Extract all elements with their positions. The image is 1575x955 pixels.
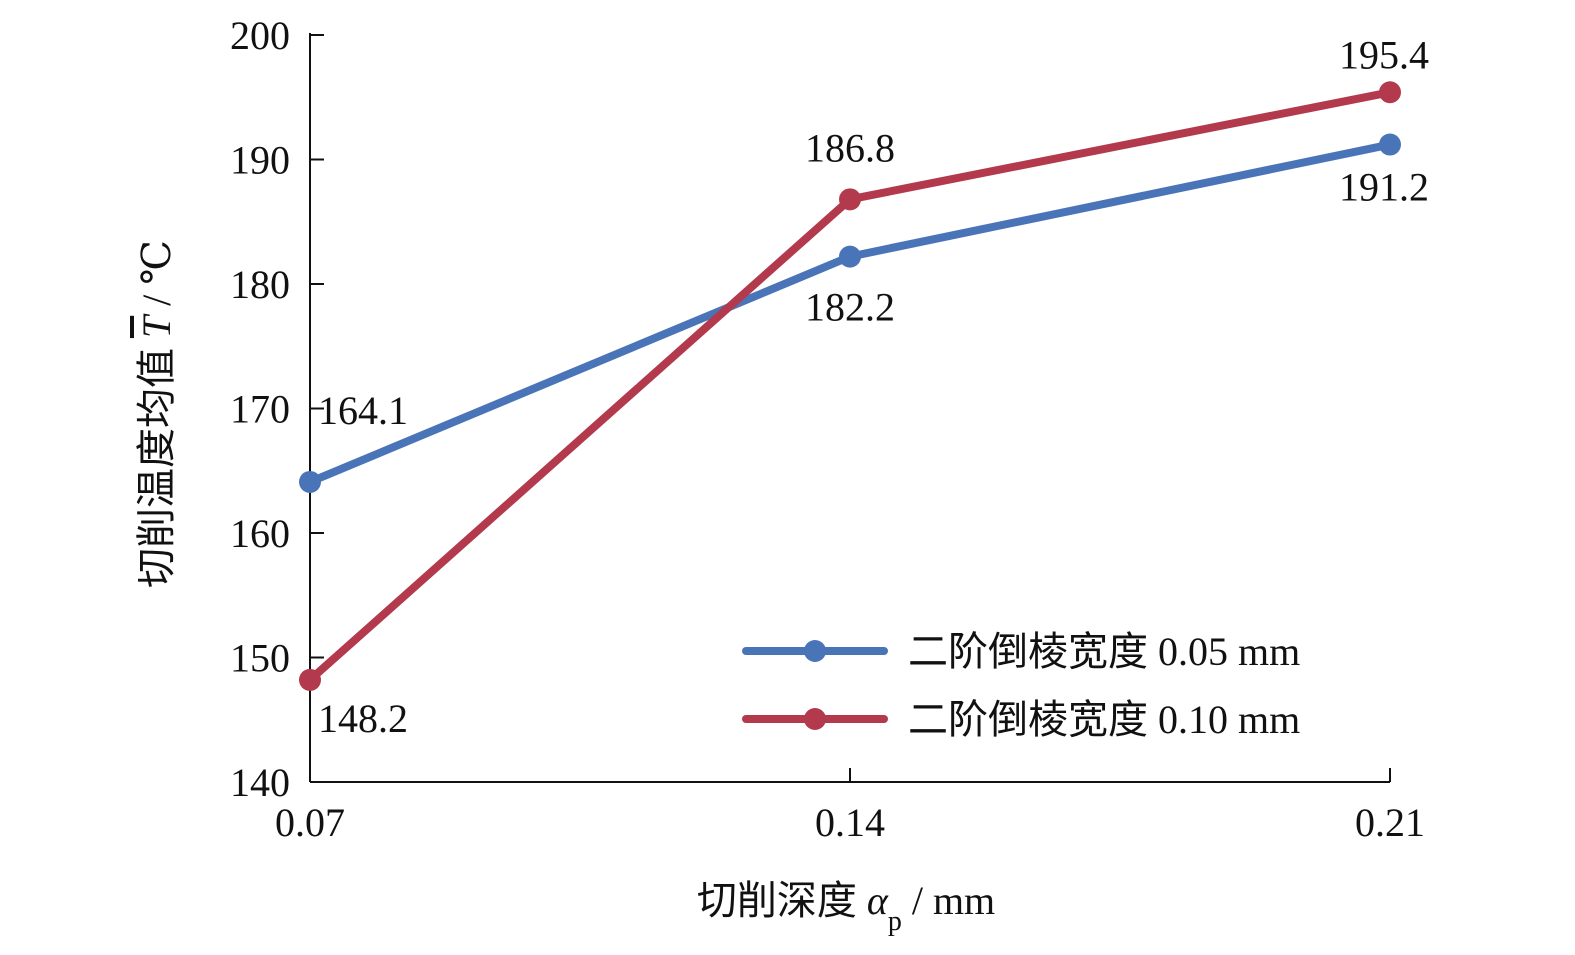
y-tick-label: 180 [230,262,290,307]
x-tick-label: 0.21 [1355,800,1425,845]
legend-marker [804,708,826,730]
y-axis-title-symbol: T [134,313,179,338]
x-axis-title: 切削深度 αp / mm [697,878,995,937]
x-tick-label: 0.14 [815,800,885,845]
y-tick-label: 140 [230,760,290,805]
series-point [1379,133,1401,156]
data-label: 164.1 [318,388,408,433]
data-label: 182.2 [805,285,895,330]
data-labels-layer: 164.1 182.2 191.2 148.2 186.8 195.4 [318,32,1429,741]
series-point [1379,81,1401,104]
x-axis-title-suffix: / mm [902,878,995,923]
series-point [839,188,861,211]
legend-marker [804,640,826,662]
x-axis-title-prefix: 切削深度 [697,878,867,923]
y-axis-title-prefix: 切削温度均值 [134,338,179,588]
data-label: 191.2 [1339,165,1429,210]
axes-layer: 140 150 160 170 180 190 200 0.07 0.14 0.21 [230,13,1425,845]
axis-titles-layer: 切削深度 αp / mm 切削温度均值 T / ℃ [134,240,995,937]
x-axis-title-subscript: p [888,906,902,937]
y-axis-title-suffix: / ℃ [134,240,179,316]
y-tick-label: 160 [230,511,290,556]
y-tick-label: 200 [230,13,290,58]
y-axis-title: 切削温度均值 T / ℃ [134,240,179,588]
data-label: 148.2 [318,696,408,741]
series-point [299,470,321,493]
series-point [299,668,321,691]
legend-label: 二阶倒棱宽度 0.10 mm [908,697,1300,742]
x-axis-title-symbol: α [867,878,889,923]
data-label: 195.4 [1339,32,1429,77]
legend: 二阶倒棱宽度 0.05 mm 二阶倒棱宽度 0.10 mm [742,629,1300,742]
series-layer [299,81,1401,691]
y-tick-label: 190 [230,138,290,183]
data-label: 186.8 [805,125,895,170]
series-point [839,245,861,268]
y-tick-label: 170 [230,387,290,432]
x-tick-label: 0.07 [275,800,345,845]
legend-label: 二阶倒棱宽度 0.05 mm [908,629,1300,674]
y-tick-label: 150 [230,636,290,681]
